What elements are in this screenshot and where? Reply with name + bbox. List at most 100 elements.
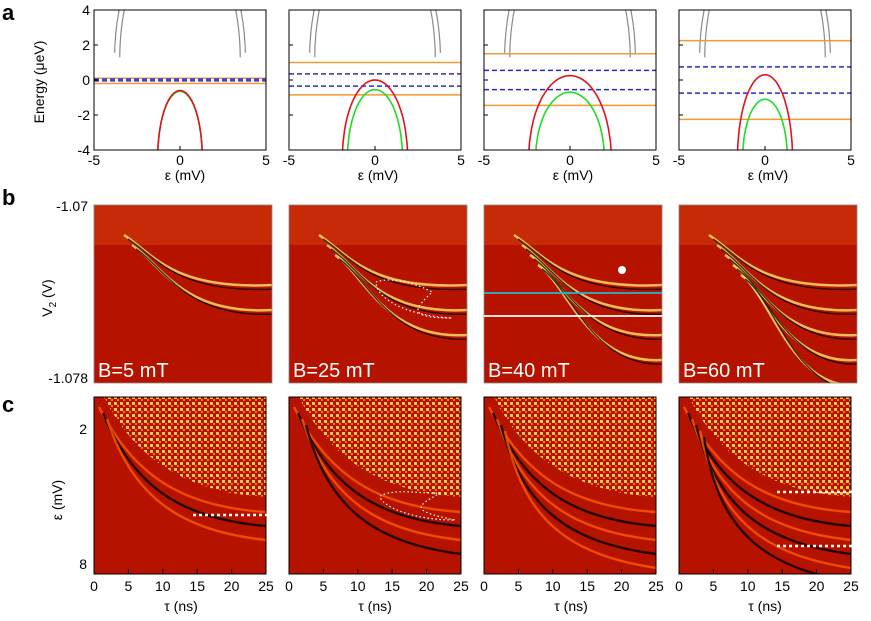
map-frame [678, 204, 858, 384]
continuum-curve [435, 10, 441, 53]
coherent-fringe [503, 430, 656, 570]
continuum-curve [699, 10, 705, 53]
x-tick-label: 5 [457, 152, 465, 168]
measured-map-3: B=40 mT [483, 204, 663, 384]
resonance-line-dark [525, 248, 662, 315]
green-energy-curve [535, 91, 605, 150]
x-tick-label: 20 [614, 578, 630, 594]
x-tick-label: 5 [515, 578, 523, 594]
x-tick-label: 10 [350, 578, 366, 594]
x-tick-label: -5 [88, 152, 101, 168]
continuum-curve [235, 10, 241, 58]
c-xlabel-1: τ (ns) [164, 598, 198, 614]
continuum-curve [314, 10, 320, 58]
map-upper-band [484, 205, 662, 245]
coherent-fringe [304, 424, 461, 556]
simulated-map-2: 0 5 10 15 20 25 [285, 396, 469, 594]
c-xlabel-4: τ (ns) [748, 598, 782, 614]
resonance-line-dark [728, 258, 857, 340]
c-ylabel: ε (mV) [49, 480, 65, 520]
measured-map-4: B=60 mT [678, 204, 858, 384]
x-tick-label: 0 [566, 152, 574, 168]
resonance-line-dark [541, 268, 662, 365]
resonance-line-dark [720, 248, 857, 315]
b-ytick-bottom: -1.078 [48, 370, 88, 386]
x-tick-label: 15 [384, 578, 400, 594]
energy-plot-4: -5 0 5 [673, 9, 855, 168]
x-tick-label: 10 [740, 578, 756, 594]
x-tick-label: -5 [673, 152, 686, 168]
continuum-curve [625, 10, 631, 58]
red-energy-curve [736, 74, 794, 150]
coherent-fringe [702, 436, 821, 574]
x-tick-label: 5 [262, 152, 270, 168]
plot-frame [483, 9, 657, 151]
resonance-line-dark [135, 248, 272, 315]
map-frame [483, 204, 663, 384]
field-label: B=5 mT [98, 360, 169, 382]
measured-map-2: B=25 mT [288, 204, 468, 384]
x-tick-label: 20 [419, 578, 435, 594]
y-tick-label: 0 [82, 72, 90, 88]
x-tick-label: 0 [761, 152, 769, 168]
continuum-curve [430, 10, 436, 58]
simulated-map-3: 0 5 10 15 20 25 [480, 396, 664, 594]
map-upper-band [94, 205, 272, 245]
green-energy-curve [346, 88, 404, 150]
continuum-curve [820, 10, 826, 58]
x-tick-label: 20 [224, 578, 240, 594]
x-tick-label: 0 [675, 578, 683, 594]
x-tick-label: 15 [579, 578, 595, 594]
x-tick-label: 5 [710, 578, 718, 594]
oscillation-region [104, 397, 266, 497]
continuum-curve [704, 10, 710, 58]
continuum-curve [504, 10, 510, 53]
map-frame [93, 204, 273, 384]
row-c-simulated-maps: 0 5 10 15 20 25 0 5 10 15 20 25 0 5 10 15 20 25 0 5 10 15 20 25 [90, 396, 859, 594]
y-tick-label: -4 [78, 142, 91, 158]
field-label: B=25 mT [293, 360, 375, 382]
map-frame [288, 204, 468, 384]
resonance-line-dark [127, 238, 272, 291]
x-tick-label: 10 [155, 578, 171, 594]
plot-frame [93, 9, 267, 151]
red-energy-curve [341, 79, 409, 150]
row-b-measured-maps: B=5 mT B=25 mT B=40 mT B=60 mT [93, 204, 858, 384]
resonance-line-dark [338, 258, 467, 340]
map-frame [288, 396, 462, 575]
field-label: B=60 mT [683, 360, 765, 382]
continuum-curve [309, 10, 315, 53]
coherent-fringe [97, 406, 266, 514]
x-tick-label: 25 [843, 578, 859, 594]
x-tick-label: 0 [480, 578, 488, 594]
energy-plot-3: -5 0 5 [478, 9, 660, 168]
a-xlabel-2: ε (mV) [358, 167, 398, 183]
b-ytick-top: -1.07 [56, 198, 88, 214]
continuum-curve [240, 10, 246, 53]
field-label: B=40 mT [488, 360, 570, 382]
a-xlabel-1: ε (mV) [165, 167, 205, 183]
resonance-line-dark [322, 238, 467, 291]
map-frame [678, 396, 852, 575]
green-energy-curve [742, 98, 788, 150]
a-xlabel-3: ε (mV) [553, 167, 593, 183]
x-tick-label: 25 [648, 578, 664, 594]
x-tick-label: 5 [652, 152, 660, 168]
resonance-line-dark [712, 238, 857, 291]
oscillation-region [689, 397, 851, 497]
x-tick-label: 25 [258, 578, 274, 594]
resonance-line-dark [744, 278, 832, 383]
oscillation-region [494, 397, 656, 497]
continuum-curve [630, 10, 636, 53]
x-tick-label: 0 [371, 152, 379, 168]
continuum-curve [825, 10, 831, 53]
simulated-map-1: 0 5 10 15 20 25 [90, 396, 274, 594]
energy-plot-2: -5 0 5 [283, 9, 465, 168]
measured-map-1: B=5 mT [93, 204, 273, 384]
c-xlabel-3: τ (ns) [554, 598, 588, 614]
resonance-line-dark [736, 268, 857, 365]
x-tick-label: 15 [774, 578, 790, 594]
map-frame [93, 396, 267, 575]
